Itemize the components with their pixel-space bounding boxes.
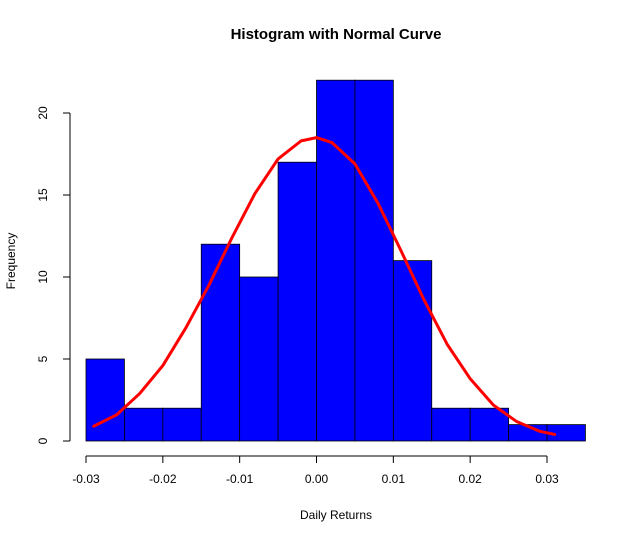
histogram-bar-7 (354, 79, 394, 442)
y-tick-label-1: 5 (36, 355, 50, 362)
x-tick-label-6: 0.03 (535, 472, 559, 486)
x-tick-label-1: -0.02 (149, 472, 177, 486)
x-axis: -0.03 -0.02 -0.01 0.00 0.01 0.02 0.03 (72, 455, 559, 486)
x-axis-label: Daily Returns (300, 508, 372, 522)
y-axis-label: Frequency (4, 233, 18, 290)
histogram-bar-5 (277, 161, 317, 442)
y-tick-label-4: 20 (36, 106, 50, 120)
y-tick-label-3: 15 (36, 188, 50, 202)
x-tick-label-3: 0.00 (305, 472, 329, 486)
x-tick-label-2: -0.01 (226, 472, 254, 486)
histogram-bar-8 (392, 260, 433, 442)
histogram-bar-4 (239, 276, 279, 442)
x-tick-label-5: 0.02 (458, 472, 482, 486)
bars-group (85, 79, 586, 442)
histogram-bar-2 (162, 407, 202, 442)
histogram-bar-6 (316, 79, 356, 442)
normal-curve-line (92, 136, 557, 436)
histogram-bar-0 (85, 358, 125, 442)
histogram-bar-1 (124, 407, 164, 442)
histogram-bar-10 (469, 407, 509, 442)
normal-curve-group (92, 136, 557, 436)
y-tick-label-0: 0 (36, 437, 50, 444)
histogram-bar-3 (200, 243, 241, 442)
y-axis: 0 5 10 15 20 (36, 106, 71, 444)
x-tick-label-4: 0.01 (382, 472, 406, 486)
histogram-bar-9 (431, 407, 471, 442)
chart-title: Histogram with Normal Curve (231, 26, 442, 43)
y-tick-label-2: 10 (36, 270, 50, 284)
x-tick-label-0: -0.03 (72, 472, 100, 486)
